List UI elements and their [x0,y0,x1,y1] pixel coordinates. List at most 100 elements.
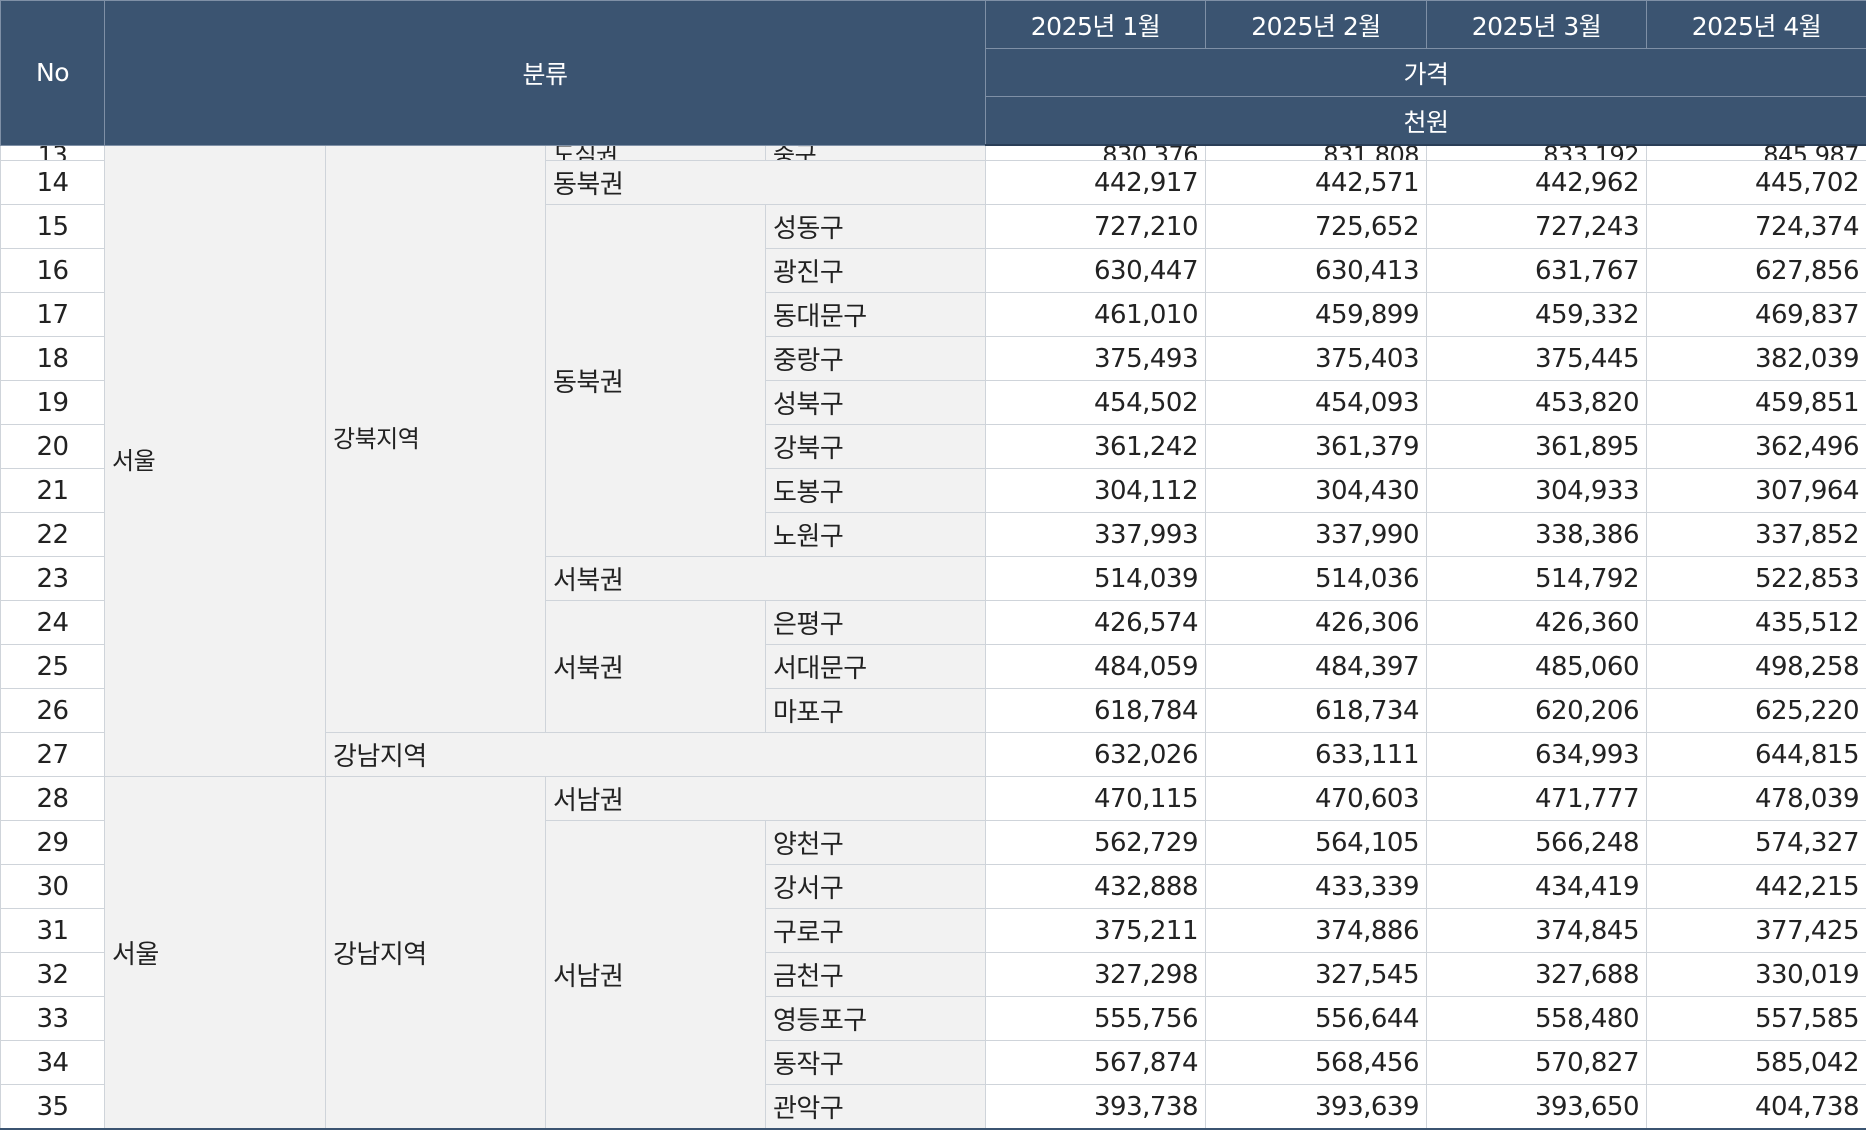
table-row[interactable]: 28 서울 강남지역 서남권 470,115 470,603 471,777 4… [0,776,1866,1130]
value-cell: 375,211 [985,908,1207,953]
value-cell: 630,413 [1205,248,1428,293]
row-number: 33 [0,996,105,1041]
value-cell: 442,571 [1205,160,1428,205]
subregion-total-cell: 동북권 [544,160,987,205]
table-row[interactable]: 21 도봉구 304,112 304,430 304,933 307,964 [0,468,1866,513]
district-cell: 서대문구 [764,644,987,689]
month-header[interactable]: 2025년 1월 [985,0,1207,49]
row-number: 18 [0,336,105,381]
table-row[interactable]: 23 서북권 514,039 514,036 514,792 522,853 [0,556,1866,601]
value-cell: 375,445 [1426,336,1648,381]
value-cell: 585,042 [1646,1040,1866,1085]
row-number: 19 [0,380,105,425]
district-cell: 중랑구 [764,336,987,381]
table-row[interactable]: 22 노원구 337,993 337,990 338,386 337,852 [0,512,1866,557]
value-cell: 361,895 [1426,424,1648,469]
value-cell: 727,243 [1426,204,1648,249]
table-header: No 분류 2025년 1월 2025년 2월 2025년 3월 2025년 4… [0,0,1866,146]
month-header[interactable]: 2025년 3월 [1426,0,1648,49]
value-cell: 514,036 [1205,556,1428,601]
table-row[interactable]: 20 강북구 361,242 361,379 361,895 362,496 [0,424,1866,469]
subregion-cell: 동북권 [545,204,766,557]
subregion-total-cell: 서남권 [544,776,987,821]
district-cell: 성동구 [764,204,987,249]
row-number: 32 [0,952,105,997]
table-row[interactable]: 17 동대문구 461,010 459,899 459,332 469,837 [0,292,1866,337]
category-column-header[interactable]: 분류 [103,0,987,146]
value-cell: 631,767 [1426,248,1648,293]
table-row[interactable]: 25 서대문구 484,059 484,397 485,060 498,258 [0,644,1866,689]
district-cell: 강서구 [764,864,987,909]
table-row[interactable]: 29 서남권 양천구 562,729 564,105 566,248 574,3… [0,820,1866,1130]
table-row[interactable]: 18 중랑구 375,493 375,403 375,445 382,039 [0,336,1866,381]
table-row[interactable]: 31 구로구 375,211 374,886 374,845 377,425 [0,908,1866,953]
value-cell: 634,993 [1426,732,1648,777]
value-cell: 393,738 [985,1084,1207,1130]
table-row[interactable]: 26 마포구 618,784 618,734 620,206 625,220 [0,688,1866,733]
value-cell: 470,603 [1205,776,1428,821]
value-cell: 568,456 [1205,1040,1428,1085]
subregion-total-cell: 서북권 [544,556,987,601]
row-number: 29 [0,820,105,865]
value-cell: 484,059 [985,644,1207,689]
value-cell: 831,808 [1205,144,1428,161]
value-cell: 454,093 [1205,380,1428,425]
table-row[interactable]: 14 동북권 442,917 442,571 442,962 445,702 [0,160,1866,205]
no-column-header[interactable]: No [0,0,105,146]
value-cell: 442,917 [985,160,1207,205]
district-cell: 은평구 [764,600,987,645]
value-cell: 459,332 [1426,292,1648,337]
value-cell: 557,585 [1646,996,1866,1041]
table-row[interactable]: 32 금천구 327,298 327,545 327,688 330,019 [0,952,1866,997]
value-cell: 374,886 [1205,908,1428,953]
month-header[interactable]: 2025년 2월 [1205,0,1428,49]
table-row[interactable]: 13 서울 강북지역 도심권 중구 830,376 831,808 833,19… [0,144,1866,777]
table-row[interactable]: 34 동작구 567,874 568,456 570,827 585,042 [0,1040,1866,1085]
value-cell: 304,933 [1426,468,1648,513]
value-cell: 338,386 [1426,512,1648,557]
row-number: 31 [0,908,105,953]
value-cell: 498,258 [1646,644,1866,689]
value-cell: 470,115 [985,776,1207,821]
row-number: 26 [0,688,105,733]
table-body: 13 서울 강북지역 도심권 중구 830,376 831,808 833,19… [0,144,1866,1130]
value-cell: 485,060 [1426,644,1648,689]
subregion-cell: 도심권 [545,144,766,161]
value-cell: 445,702 [1646,160,1866,205]
value-cell: 478,039 [1646,776,1866,821]
value-cell: 632,026 [985,732,1207,777]
table-row[interactable]: 24 서북권 은평구 426,574 426,306 426,360 435,5… [0,600,1866,733]
row-number: 28 [0,776,105,821]
district-cell: 관악구 [764,1084,987,1130]
district-cell: 양천구 [764,820,987,865]
table-row[interactable]: 33 영등포구 555,756 556,644 558,480 557,585 [0,996,1866,1041]
value-cell: 459,851 [1646,380,1866,425]
month-header[interactable]: 2025년 4월 [1646,0,1866,49]
table-row[interactable]: 15 동북권 성동구 727,210 725,652 727,243 724,3… [0,204,1866,557]
district-cell: 광진구 [764,248,987,293]
value-cell: 453,820 [1426,380,1648,425]
value-cell: 337,852 [1646,512,1866,557]
value-cell: 307,964 [1646,468,1866,513]
value-cell: 434,419 [1426,864,1648,909]
table-row[interactable]: 30 강서구 432,888 433,339 434,419 442,215 [0,864,1866,909]
row-number: 25 [0,644,105,689]
value-cell: 327,298 [985,952,1207,997]
value-cell: 562,729 [985,820,1207,865]
value-cell: 374,845 [1426,908,1648,953]
value-cell: 362,496 [1646,424,1866,469]
value-cell: 330,019 [1646,952,1866,997]
value-cell: 304,430 [1205,468,1428,513]
value-cell: 426,306 [1205,600,1428,645]
value-cell: 620,206 [1426,688,1648,733]
region-total-cell: 강남지역 [324,732,987,777]
value-cell: 361,242 [985,424,1207,469]
district-cell: 구로구 [764,908,987,953]
value-cell: 574,327 [1646,820,1866,865]
value-cell: 566,248 [1426,820,1648,865]
value-cell: 433,339 [1205,864,1428,909]
table-row[interactable]: 27 강남지역 632,026 633,111 634,993 644,815 [0,732,1866,777]
table-row[interactable]: 35 관악구 393,738 393,639 393,650 404,738 [0,1084,1866,1130]
